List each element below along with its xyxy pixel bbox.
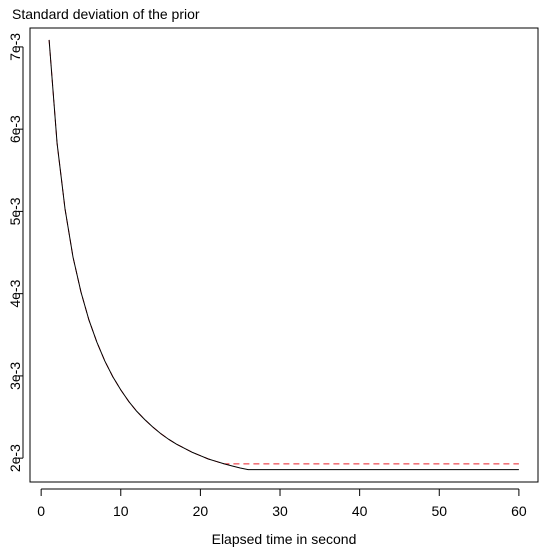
x-tick-label: 50 — [431, 503, 447, 519]
series-line-solid — [48, 39, 519, 471]
x-tick-label: 0 — [37, 503, 45, 519]
series-layer — [48, 39, 519, 471]
x-tick-label: 10 — [113, 503, 129, 519]
chart-title: Standard deviation of the prior — [12, 6, 200, 22]
y-tick-label: 4e-3 — [7, 279, 23, 307]
y-tick-label: 3e-3 — [7, 362, 23, 390]
x-axis: 0 10 20 30 40 50 60 — [37, 488, 527, 519]
x-tick-label: 40 — [352, 503, 368, 519]
x-tick-label: 20 — [193, 503, 209, 519]
y-axis: 2e-3 3e-3 4e-3 5e-3 6e-3 7e-3 — [7, 33, 24, 472]
plot-area-frame — [29, 27, 539, 483]
series-line-dashed — [48, 39, 519, 465]
y-tick-label: 6e-3 — [7, 115, 23, 143]
y-tick-label: 5e-3 — [7, 197, 23, 225]
x-tick-label: 30 — [272, 503, 288, 519]
x-axis-label: Elapsed time in second — [212, 531, 357, 547]
y-tick-label: 2e-3 — [7, 444, 23, 472]
x-tick-label: 60 — [511, 503, 527, 519]
y-tick-label: 7e-3 — [7, 33, 23, 61]
